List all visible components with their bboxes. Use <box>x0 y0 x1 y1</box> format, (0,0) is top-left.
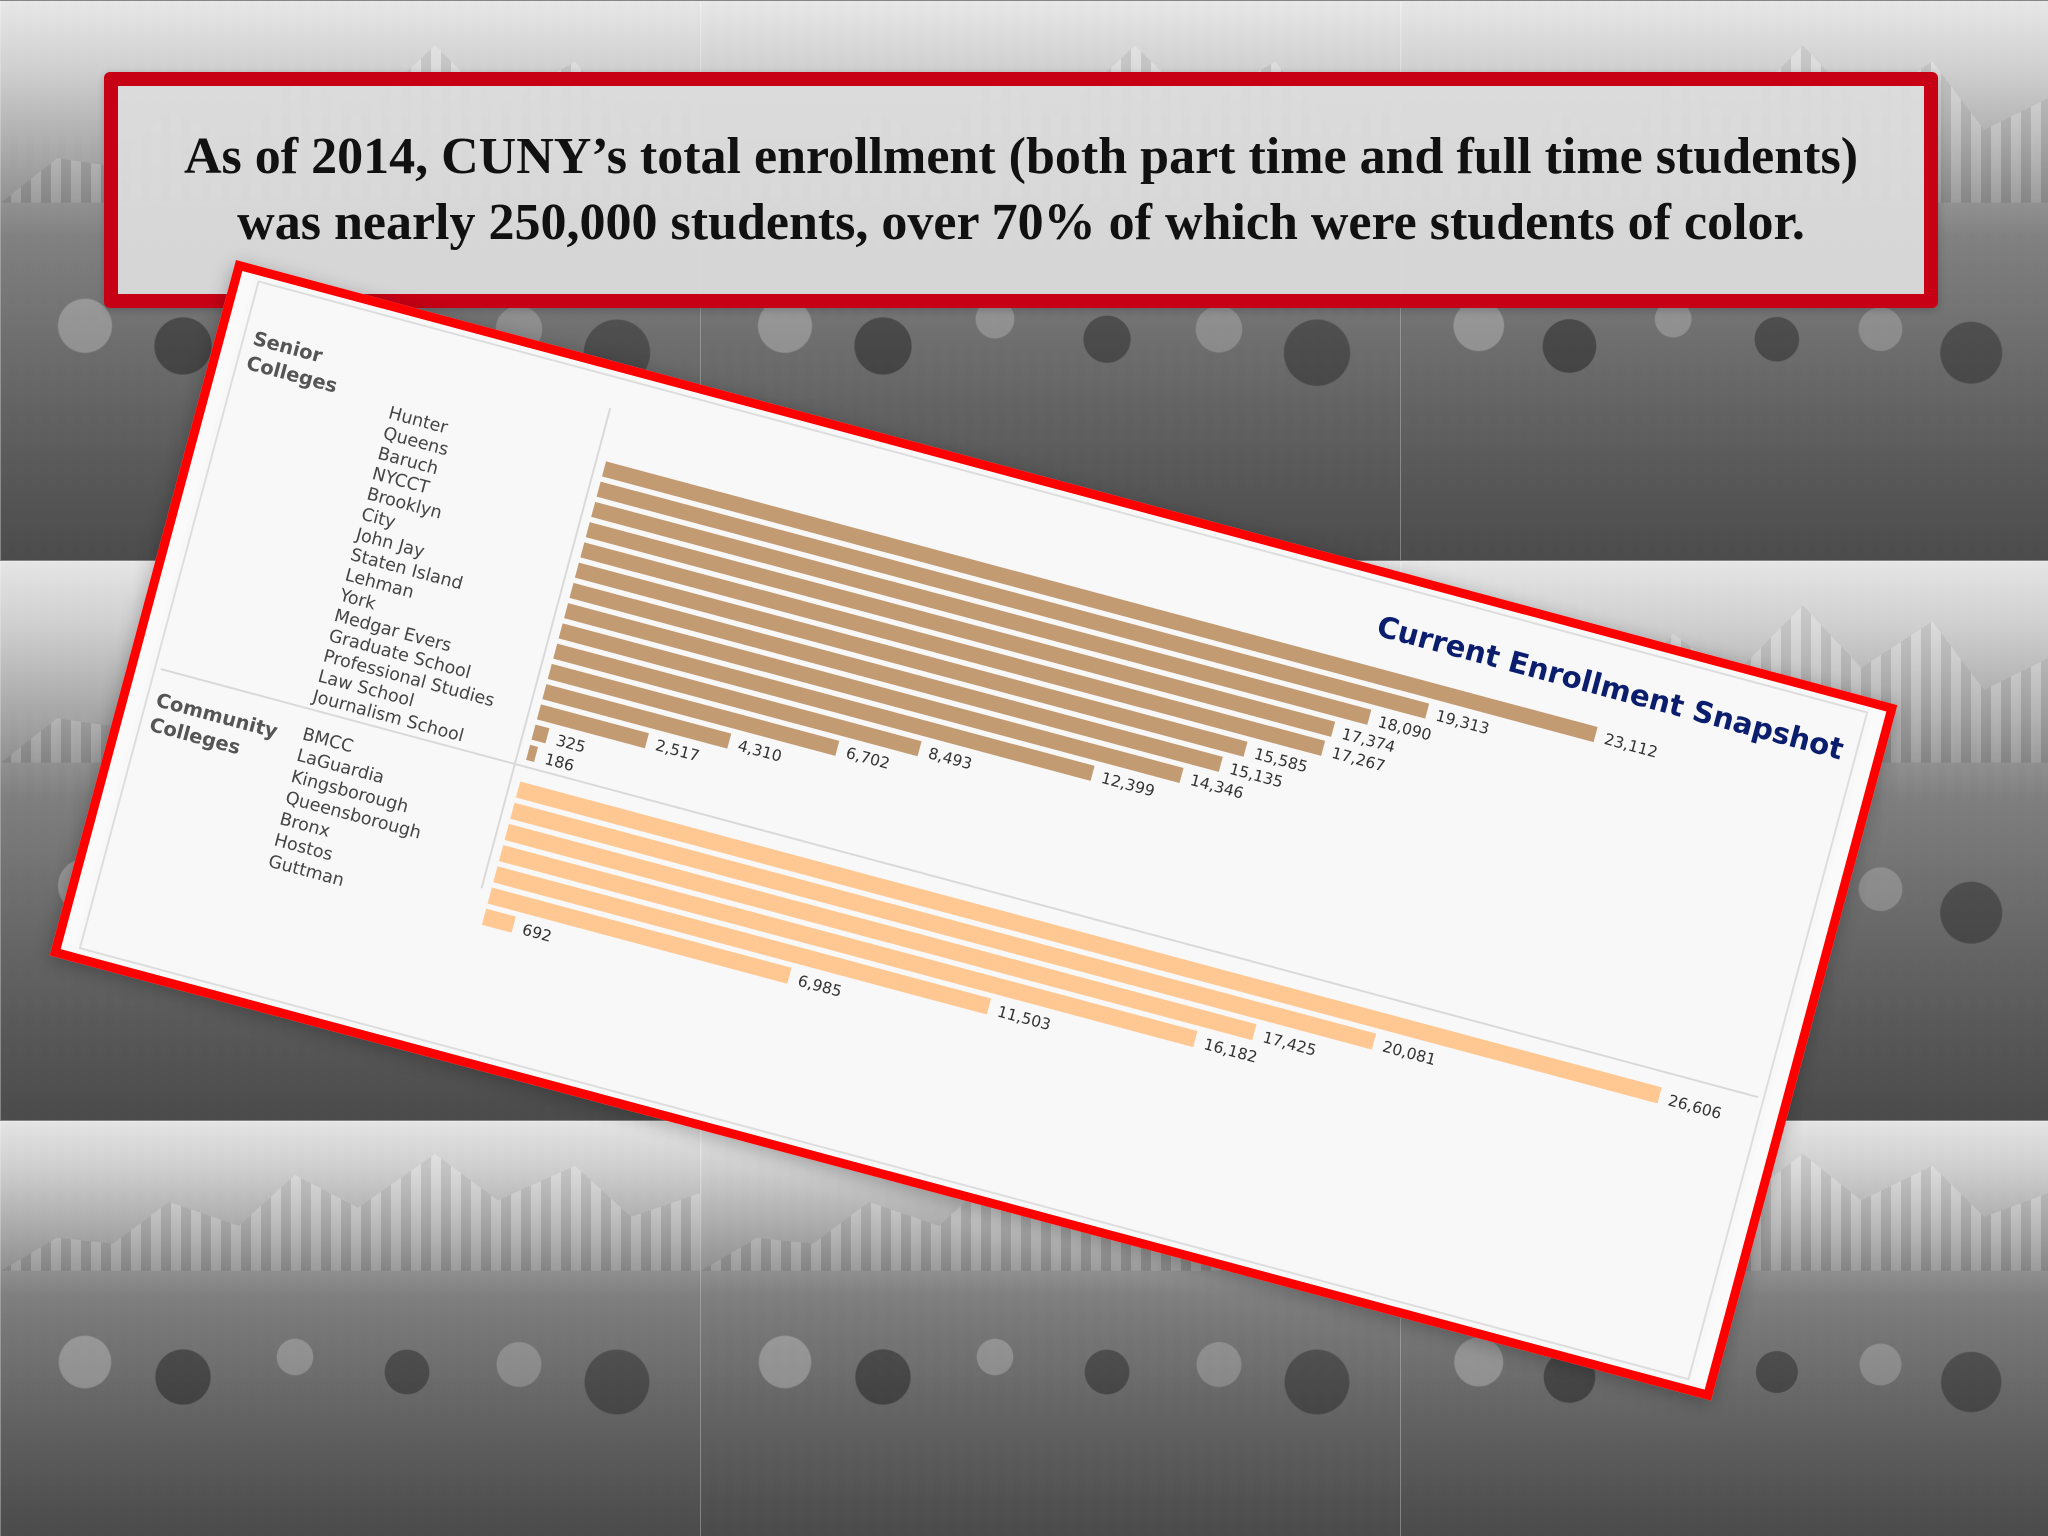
headline-text: As of 2014, CUNY’s total enrollment (bot… <box>183 128 1859 251</box>
headline-box: As of 2014, CUNY’s total enrollment (bot… <box>104 72 1938 308</box>
enrollment-chart: Current Enrollment SnapshotSeniorCollege… <box>72 274 1875 1387</box>
background-tile <box>0 1120 702 1536</box>
chart-background <box>72 274 1875 1387</box>
enrollment-chart-card: Current Enrollment Snapshot Senior College… <box>49 260 1898 1401</box>
